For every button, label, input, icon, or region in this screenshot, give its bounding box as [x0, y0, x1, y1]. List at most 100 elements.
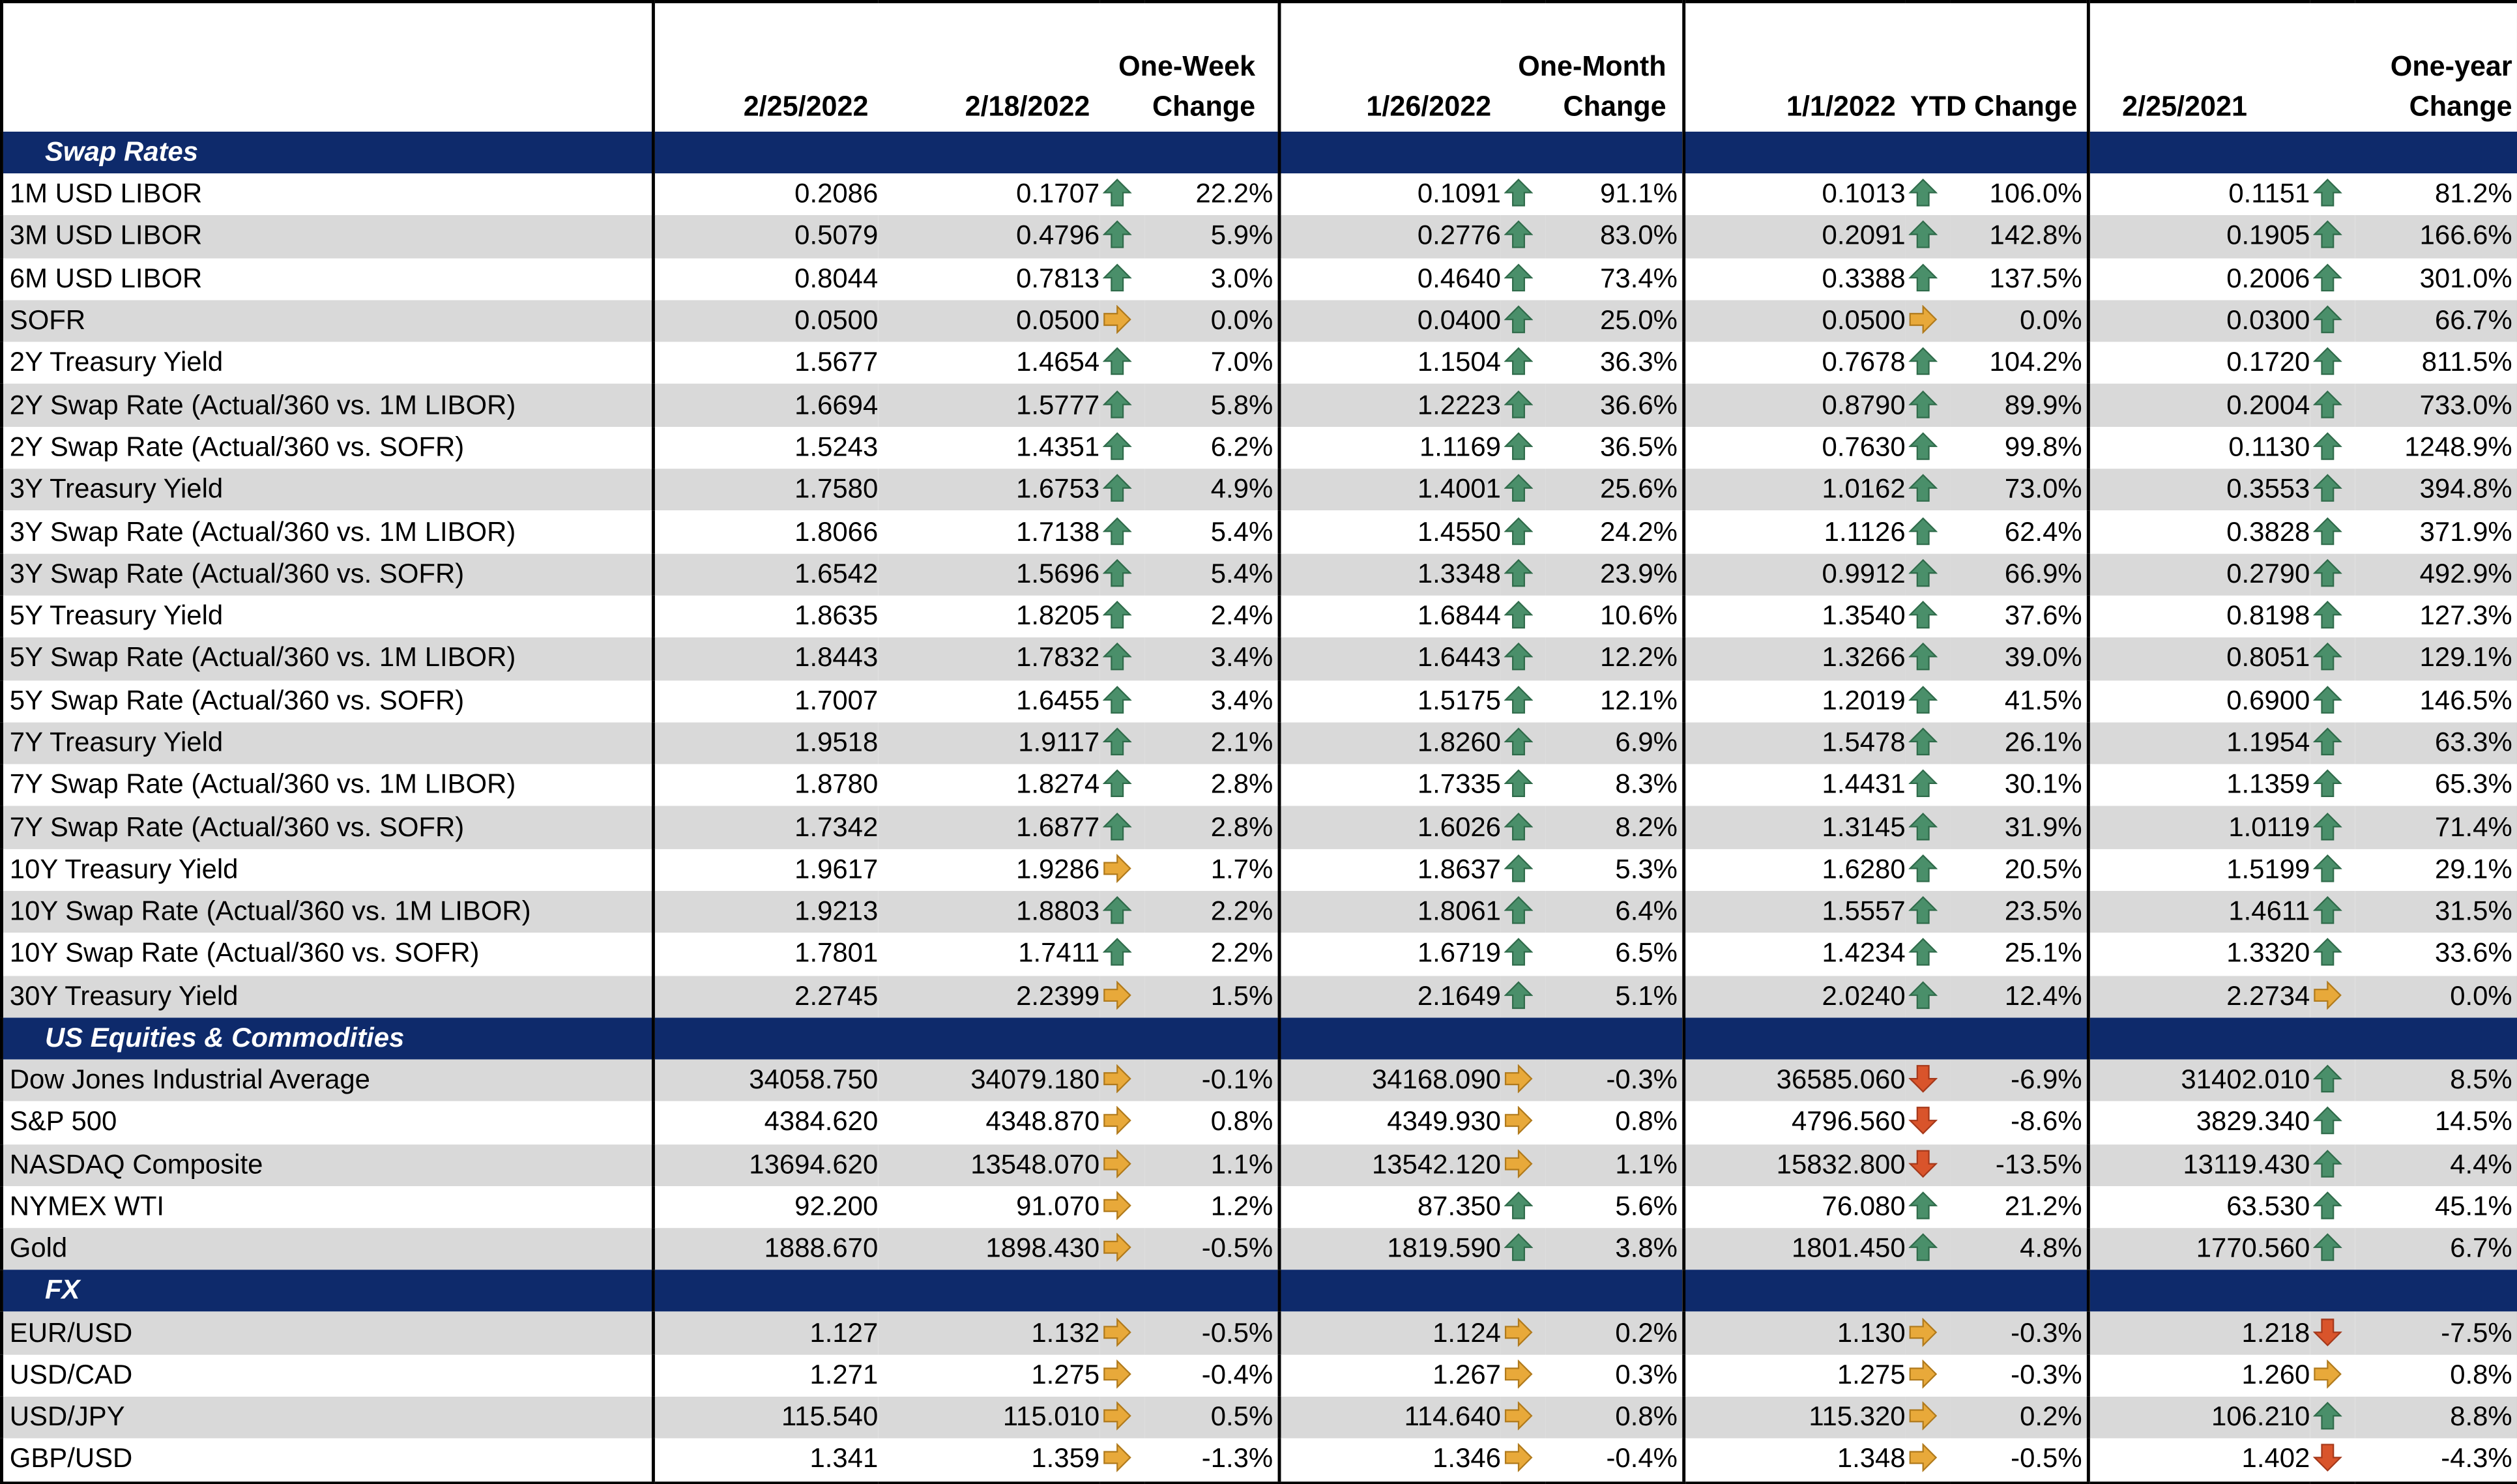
arrow-up-icon: [2313, 854, 2342, 882]
month-prior-value: 1.7335: [1277, 764, 1501, 807]
month-trend-indicator: [1500, 1312, 1546, 1355]
ytd-change-pct: 37.6%: [1950, 595, 2089, 638]
table-row: 7Y Swap Rate (Actual/360 vs. SOFR) 1.7342…: [0, 806, 2517, 849]
arrow-up-icon: [1504, 432, 1534, 460]
header-current-date: 2/25/2022: [651, 1, 879, 132]
section-band: [651, 1270, 1280, 1313]
arrow-up-icon: [1908, 1233, 1938, 1262]
arrow-up-icon: [1103, 432, 1132, 460]
current-value: 0.2086: [651, 173, 879, 216]
week-change-pct: 1.5%: [1144, 975, 1280, 1018]
current-value: 1.9518: [651, 722, 879, 764]
arrow-down-icon: [2313, 1318, 2342, 1346]
month-change-pct: 8.2%: [1545, 806, 1684, 849]
year-prior-value: 1.218: [2086, 1312, 2310, 1355]
week-change-pct: 5.9%: [1144, 215, 1280, 258]
year-trend-indicator: [2310, 1438, 2355, 1484]
arrow-right-icon: [1103, 980, 1131, 1010]
arrow-right-icon: [1103, 1444, 1131, 1473]
row-label: 6M USD LIBOR: [0, 257, 654, 300]
week-trend-indicator: [1099, 1312, 1145, 1355]
month-prior-value: 1.6719: [1277, 933, 1501, 976]
arrow-right-icon: [1504, 1148, 1533, 1178]
arrow-up-icon: [1103, 601, 1132, 629]
ytd-trend-indicator: [1905, 426, 1951, 469]
table-row: 3Y Treasury Yield 1.7580 1.6753 4.9% 1.4001 2…: [0, 469, 2517, 512]
week-change-pct: 4.9%: [1144, 469, 1280, 512]
table-row: 10Y Swap Rate (Actual/360 vs. 1M LIBOR) 1…: [0, 891, 2517, 933]
arrow-up-icon: [1103, 770, 1132, 798]
arrow-up-icon: [1908, 179, 1938, 207]
month-trend-indicator: [1500, 764, 1546, 807]
section-band: [651, 131, 1280, 174]
arrow-up-icon: [2313, 1402, 2342, 1430]
month-change-pct: 91.1%: [1545, 173, 1684, 216]
arrow-up-icon: [1908, 685, 1938, 714]
year-trend-indicator: [2310, 595, 2355, 638]
month-trend-indicator: [1500, 849, 1546, 892]
month-prior-value: 1.4550: [1277, 511, 1501, 553]
arrow-right-icon: [1909, 1444, 1938, 1473]
ytd-change-pct: 23.5%: [1950, 891, 2089, 933]
month-trend-indicator: [1500, 1186, 1546, 1229]
month-trend-indicator: [1500, 722, 1546, 764]
header-ytd-change: YTD Change: [1905, 1, 2089, 132]
week-change-pct: 3.4%: [1144, 637, 1280, 680]
year-prior-value: 0.8051: [2086, 637, 2310, 680]
arrow-right-icon: [1909, 1359, 1938, 1389]
arrow-up-icon: [2313, 221, 2342, 249]
year-change-pct: 33.6%: [2355, 933, 2517, 976]
year-prior-value: 63.530: [2086, 1186, 2310, 1229]
week-prior-value: 1.9286: [878, 849, 1100, 892]
year-change-pct: 4.4%: [2355, 1143, 2517, 1186]
week-trend-indicator: [1099, 933, 1145, 976]
current-value: 1.6694: [651, 384, 879, 427]
arrow-up-icon: [1504, 221, 1534, 249]
arrow-right-icon: [1103, 1191, 1131, 1220]
section-header-row: Swap Rates: [0, 131, 2517, 174]
week-trend-indicator: [1099, 384, 1145, 427]
year-trend-indicator: [2310, 1186, 2355, 1229]
ytd-prior-value: 4796.560: [1682, 1101, 1906, 1144]
year-prior-value: 1.0119: [2086, 806, 2310, 849]
week-change-pct: -0.5%: [1144, 1312, 1280, 1355]
month-trend-indicator: [1500, 891, 1546, 933]
month-prior-value: 2.1649: [1277, 975, 1501, 1018]
year-trend-indicator: [2310, 1396, 2355, 1439]
arrow-up-icon: [2313, 305, 2342, 334]
current-value: 1888.670: [651, 1228, 879, 1271]
arrow-right-icon: [1909, 305, 1938, 334]
arrow-up-icon: [2313, 1149, 2342, 1177]
current-value: 0.0500: [651, 300, 879, 343]
arrow-up-icon: [2313, 685, 2342, 714]
month-change-pct: 12.1%: [1545, 680, 1684, 723]
arrow-down-icon: [1908, 1107, 1938, 1135]
year-trend-indicator: [2310, 173, 2355, 216]
current-value: 1.8443: [651, 637, 879, 680]
year-prior-value: 0.2006: [2086, 257, 2310, 300]
row-label: 30Y Treasury Yield: [0, 975, 654, 1018]
week-prior-value: 0.4796: [878, 215, 1100, 258]
current-value: 1.8635: [651, 595, 879, 638]
month-trend-indicator: [1500, 1143, 1546, 1186]
ytd-prior-value: 36585.060: [1682, 1059, 1906, 1102]
arrow-up-icon: [1908, 432, 1938, 460]
ytd-trend-indicator: [1905, 1143, 1951, 1186]
month-prior-value: 1.6844: [1277, 595, 1501, 638]
ytd-trend-indicator: [1905, 215, 1951, 258]
year-prior-value: 1.4611: [2086, 891, 2310, 933]
year-trend-indicator: [2310, 764, 2355, 807]
week-prior-value: 1.4654: [878, 342, 1100, 385]
week-trend-indicator: [1099, 891, 1145, 933]
week-prior-value: 1.7832: [878, 637, 1100, 680]
month-change-pct: 83.0%: [1545, 215, 1684, 258]
ytd-prior-value: 0.9912: [1682, 553, 1906, 596]
arrow-up-icon: [1504, 601, 1534, 629]
week-prior-value: 1.7138: [878, 511, 1100, 553]
week-change-pct: 2.2%: [1144, 891, 1280, 933]
current-value: 92.200: [651, 1186, 879, 1229]
year-trend-indicator: [2310, 933, 2355, 976]
section-title: FX: [0, 1270, 654, 1313]
year-prior-value: 0.0300: [2086, 300, 2310, 343]
arrow-down-icon: [2313, 1444, 2342, 1473]
